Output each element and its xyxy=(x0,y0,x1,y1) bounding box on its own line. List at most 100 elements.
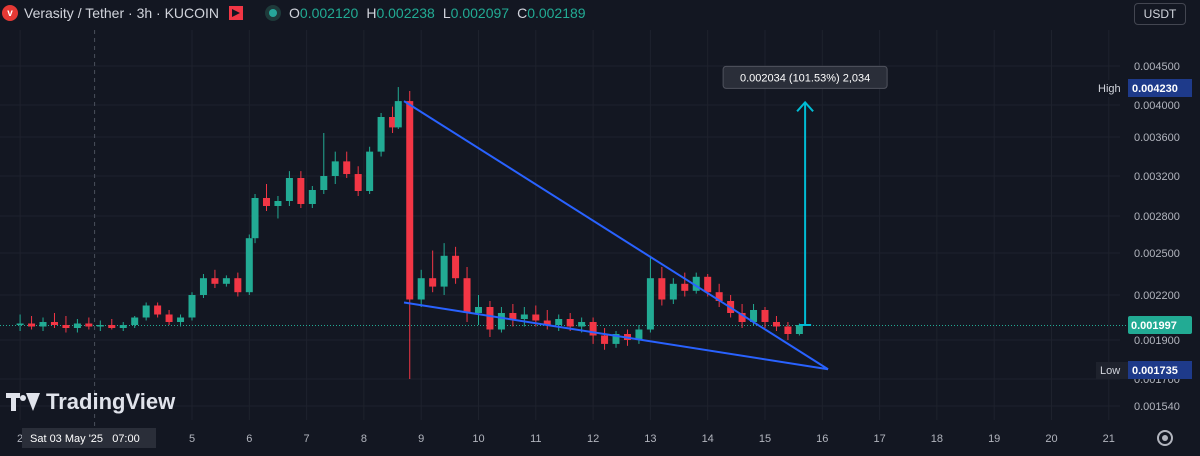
price-tick-label: 0.001540 xyxy=(1134,401,1180,413)
price-tick-label: 0.004000 xyxy=(1134,100,1180,112)
symbol-title[interactable]: Verasity / Tether · 3h · KUCOIN xyxy=(24,5,220,21)
low-price-value: 0.001735 xyxy=(1132,365,1178,377)
time-tick-label: 20 xyxy=(1045,433,1057,445)
candle-down xyxy=(262,198,270,206)
candle-down xyxy=(715,292,723,301)
candle-down xyxy=(681,283,689,291)
candle-down xyxy=(343,161,351,175)
verasity-logo-icon: v xyxy=(2,5,18,21)
low-label-bg xyxy=(1096,362,1128,379)
flag-icon[interactable] xyxy=(229,6,244,20)
candle-down xyxy=(165,314,173,322)
low-price-tag xyxy=(1128,361,1192,379)
price-tick-label: 0.002200 xyxy=(1134,290,1180,302)
candle-up xyxy=(440,255,448,287)
candle-up xyxy=(320,176,328,190)
candle-up xyxy=(177,317,185,322)
trendline xyxy=(403,100,829,371)
candle-up xyxy=(555,319,563,325)
tradingview-logo-icon xyxy=(6,391,40,413)
time-tick-label: 11 xyxy=(530,433,541,445)
price-tick-label: 0.002800 xyxy=(1134,211,1180,223)
candle-down xyxy=(738,313,746,322)
candle-down xyxy=(234,278,242,293)
time-tick-label: 12 xyxy=(587,433,599,445)
time-tick-label: 9 xyxy=(418,433,424,445)
candle-down xyxy=(406,101,414,300)
price-tags: High 0.004230 0.001997 Low 0.001735 Sat … xyxy=(22,79,1192,448)
candle-up xyxy=(669,283,677,300)
price-axis[interactable]: 0.004500 0.004000 0.003600 0.003200 0.002800… xyxy=(1134,61,1180,413)
candle-down xyxy=(50,322,58,325)
candle-up xyxy=(251,198,259,239)
candle-up xyxy=(366,151,374,191)
candle-down xyxy=(543,320,551,325)
time-tick-label: 15 xyxy=(759,433,771,445)
candle-up xyxy=(188,295,196,318)
tradingview-watermark: TradingView xyxy=(6,389,175,415)
time-tick-label: 10 xyxy=(472,433,484,445)
candle-up xyxy=(795,325,803,334)
ohlc-open: O0.002120 xyxy=(289,5,359,21)
candle-down xyxy=(154,305,162,315)
measure-arrow-head xyxy=(796,100,814,113)
time-tick-label: 13 xyxy=(644,433,656,445)
currency-selector[interactable]: USDT xyxy=(1134,3,1186,25)
candle-down xyxy=(772,322,780,327)
time-tick-label: 18 xyxy=(931,433,943,445)
candle-up xyxy=(96,325,104,327)
price-tick-label: 0.002500 xyxy=(1134,248,1180,260)
candle-down xyxy=(389,117,397,128)
candle-up xyxy=(497,313,505,330)
chart-header: v Verasity / Tether · 3h · KUCOIN O0.002… xyxy=(0,0,594,26)
price-tick-label: 0.003600 xyxy=(1134,132,1180,144)
candle-up xyxy=(417,278,425,300)
ohlc-low: L0.002097 xyxy=(442,5,510,21)
price-range-measure[interactable]: 0.002034 (101.53%) 2,034 xyxy=(722,65,888,326)
candle-down xyxy=(589,322,597,336)
low-label: Low xyxy=(1100,365,1120,377)
candle-up xyxy=(377,117,385,152)
candle-up xyxy=(692,276,700,291)
candle-up xyxy=(142,305,150,318)
high-price-tag xyxy=(1128,79,1192,97)
price-tick-label: 0.003200 xyxy=(1134,171,1180,183)
candle-down xyxy=(532,314,540,321)
candle-up xyxy=(646,278,654,330)
time-tick-label: 7 xyxy=(304,433,310,445)
time-tick-label: 17 xyxy=(873,433,885,445)
candle-up xyxy=(119,325,127,328)
candle-down xyxy=(354,174,362,191)
current-price-tag xyxy=(1128,316,1192,334)
time-tick-label: 6 xyxy=(246,433,252,445)
crosshair-date: Sat 03 May '25 07:00 xyxy=(30,433,140,445)
time-axis[interactable]: 2 5 6 7 8 9 10 11 12 13 14 15 16 17 18 19 20 21 xyxy=(17,433,1115,445)
candle-down xyxy=(761,310,769,322)
high-label-bg xyxy=(1092,80,1128,97)
candle-down xyxy=(704,276,712,293)
time-tick-label: 2 xyxy=(17,433,23,445)
time-tick-label: 5 xyxy=(189,433,195,445)
candle-down xyxy=(486,307,494,330)
ohlc-high: H0.002238 xyxy=(366,5,435,21)
high-price-value: 0.004230 xyxy=(1132,83,1178,95)
crosshair-date-tag xyxy=(22,428,156,448)
tradingview-brand: TradingView xyxy=(46,389,176,414)
candle-up xyxy=(285,178,293,201)
measure-label: 0.002034 (101.53%) 2,034 xyxy=(740,72,870,84)
candle-down xyxy=(211,278,219,284)
candle-down xyxy=(62,325,70,328)
candle-up xyxy=(750,310,758,322)
candle-down xyxy=(85,323,93,327)
candle-down xyxy=(28,323,36,327)
settings-gear-icon[interactable] xyxy=(1157,430,1173,446)
candle-up xyxy=(222,278,230,284)
candle-down xyxy=(509,313,517,319)
high-label: High xyxy=(1098,83,1121,95)
time-tick-label: 14 xyxy=(702,433,714,445)
trendlines[interactable] xyxy=(403,100,829,371)
time-tick-label: 21 xyxy=(1103,433,1115,445)
candle-down xyxy=(297,178,305,204)
candle-up xyxy=(308,190,316,204)
